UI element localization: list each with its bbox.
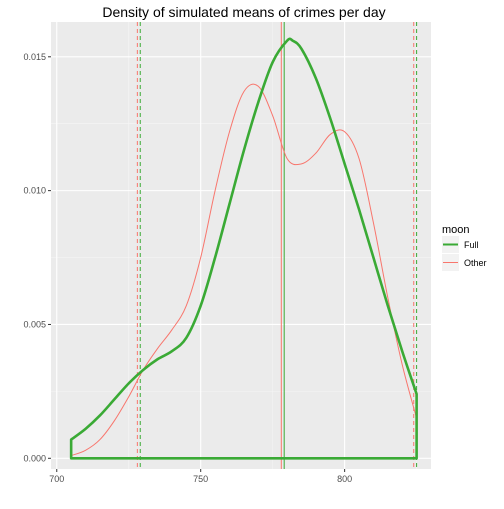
legend-title: moon [442,224,470,236]
density-line-full [69,37,418,460]
x-tick-label: 700 [49,474,64,484]
y-tick-label: 0.000 [23,453,46,463]
legend: moon Full Other [442,224,487,271]
y-tick-label: 0.015 [23,52,46,62]
density-line-other [70,83,418,459]
axis-ticks [48,56,346,472]
y-tick-label: 0.005 [23,319,46,329]
density-curves [69,37,418,460]
minor-gridlines [51,22,431,469]
y-tick-label: 0.010 [23,186,46,196]
tick-labels: 700 750 800 0.000 0.005 0.010 0.015 [23,52,352,484]
x-tick-label: 800 [337,474,352,484]
legend-label-other: Other [464,258,487,268]
chart-title: Density of simulated means of crimes per… [102,4,385,20]
plot-panel [51,22,431,469]
x-tick-label: 750 [193,474,208,484]
legend-label-full: Full [464,240,479,250]
